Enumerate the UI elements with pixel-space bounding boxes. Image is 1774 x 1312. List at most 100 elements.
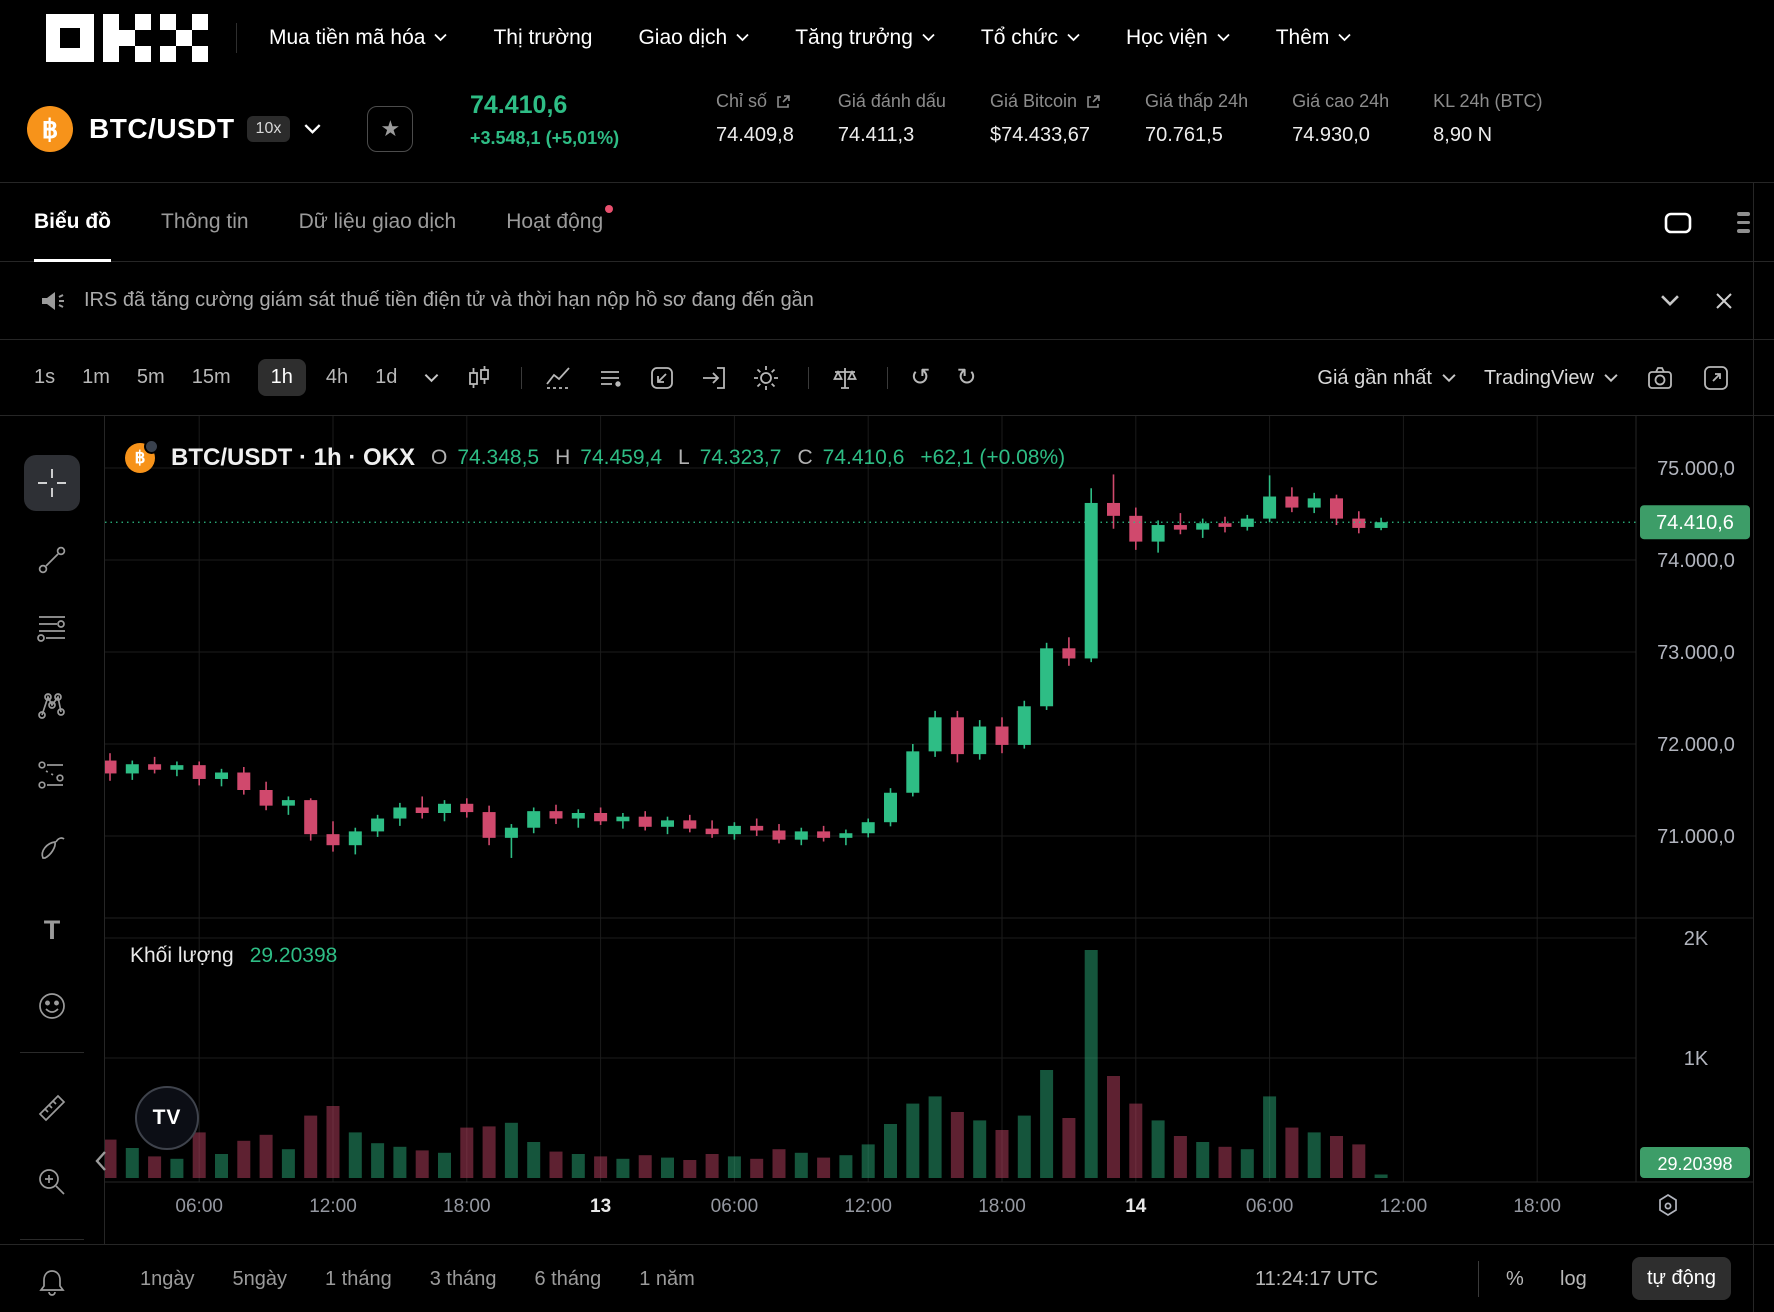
nav-item-grow[interactable]: Tăng trưởng <box>795 26 935 50</box>
ohlc-high-label: H <box>555 446 571 469</box>
candle-body <box>839 833 853 838</box>
auto-scale-button[interactable]: tự động <box>1632 1257 1731 1300</box>
pair-selector-chevron-icon[interactable] <box>304 123 322 135</box>
crosshair-tool[interactable] <box>24 455 80 511</box>
favorite-star-button[interactable]: ★ <box>367 106 414 152</box>
elliott-wave-tool[interactable] <box>24 747 80 803</box>
trend-line-tool[interactable] <box>24 532 80 588</box>
news-headline[interactable]: IRS đã tăng cường giám sát thuế tiền điệ… <box>84 289 814 311</box>
price-mode-dropdown[interactable]: Giá gần nhất <box>1317 367 1456 390</box>
compare-symbol-icon[interactable] <box>700 364 728 392</box>
panel-menu-icon[interactable] <box>1737 212 1750 233</box>
brush-tool[interactable] <box>24 820 80 876</box>
current-volume-badge-text: 29.20398 <box>1657 1154 1732 1174</box>
candle-body <box>1151 525 1165 542</box>
percent-scale-button[interactable]: % <box>1506 1267 1524 1290</box>
external-link-icon[interactable] <box>1085 94 1101 110</box>
tab-trading-data[interactable]: Dữ liệu giao dịch <box>299 183 457 262</box>
screenshot-camera-icon[interactable] <box>1646 364 1674 392</box>
range-5day[interactable]: 5ngày <box>232 1267 288 1290</box>
volume-bar <box>304 1115 318 1178</box>
candle-body <box>727 825 741 835</box>
perp-badge-icon <box>144 439 159 454</box>
tab-chart[interactable]: Biểu đồ <box>34 183 111 262</box>
timeframe-more-chevron-icon[interactable] <box>424 373 439 383</box>
compare-scale-icon[interactable] <box>831 364 859 392</box>
nav-item-buy-crypto[interactable]: Mua tiền mã hóa <box>269 26 448 50</box>
brush-icon <box>41 837 65 859</box>
timeframe-1d[interactable]: 1d <box>375 366 398 388</box>
okx-logo[interactable] <box>46 13 208 62</box>
news-expand-chevron-icon[interactable] <box>1660 294 1680 307</box>
trend-line-icon <box>38 546 66 574</box>
tab-info[interactable]: Thông tin <box>161 183 249 262</box>
last-price-badge <box>1640 505 1750 540</box>
volume-bar <box>1173 1136 1187 1178</box>
log-scale-button[interactable]: log <box>1560 1267 1587 1290</box>
timeframe-1s[interactable]: 1s <box>34 366 56 388</box>
scroll-left-chevron-icon[interactable] <box>92 1148 110 1174</box>
y-axis-price-label: 75.000,0 <box>1657 458 1735 480</box>
tab-activity[interactable]: Hoạt động <box>506 183 614 262</box>
x-axis-label: 12:00 <box>309 1196 357 1217</box>
tradingview-logo[interactable]: TV <box>135 1086 199 1150</box>
range-1day[interactable]: 1ngày <box>140 1267 195 1290</box>
measure-tool[interactable] <box>24 1080 80 1136</box>
price-chart-canvas[interactable]: 06:00 12:00 18:00 13 06:00 12:00 18:00 14 06:00 1… <box>105 416 1753 1244</box>
save-layout-icon[interactable] <box>648 364 676 392</box>
candle-body <box>884 792 897 823</box>
alert-tool[interactable] <box>24 1255 80 1311</box>
indicators-icon[interactable] <box>544 364 572 392</box>
chart-settings-gear-icon[interactable] <box>752 364 780 392</box>
range-1year[interactable]: 1 năm <box>639 1267 695 1290</box>
y-axis-price-label: 73.000,0 <box>1657 642 1735 664</box>
fib-retracement-icon <box>37 616 65 642</box>
chart-vendor-dropdown[interactable]: TradingView <box>1484 367 1618 390</box>
volume-bar <box>527 1142 541 1178</box>
news-close-icon[interactable] <box>1714 291 1734 311</box>
nav-item-trade[interactable]: Giao dịch <box>638 26 750 50</box>
xabcd-pattern-tool[interactable] <box>24 677 80 733</box>
range-6month[interactable]: 6 tháng <box>534 1267 602 1290</box>
range-3month[interactable]: 3 tháng <box>429 1267 497 1290</box>
volume-bar <box>1151 1120 1165 1178</box>
stat-btc-price: Giá Bitcoin $74.433,67 <box>990 91 1101 147</box>
current-volume-badge <box>1640 1147 1750 1178</box>
undo-icon[interactable]: ↺ <box>910 363 931 391</box>
external-link-icon[interactable] <box>775 94 791 110</box>
emoji-tool[interactable] <box>24 978 80 1034</box>
panel-splitter[interactable] <box>1753 183 1754 1312</box>
text-tool[interactable]: T <box>24 902 80 958</box>
volume-bar <box>772 1149 786 1178</box>
candle-body <box>1040 648 1054 707</box>
timeframe-15m[interactable]: 15m <box>191 366 231 388</box>
timeframe-4h[interactable]: 4h <box>325 366 349 388</box>
stat-label: KL 24h (BTC) <box>1433 91 1543 111</box>
nav-divider <box>236 22 237 53</box>
fib-retracement-tool[interactable] <box>24 599 80 655</box>
candle-style-icon[interactable] <box>465 364 493 392</box>
star-icon: ★ <box>380 116 401 141</box>
timeframe-1m[interactable]: 1m <box>82 366 110 388</box>
volume-bar <box>594 1156 608 1178</box>
stat-index: Chỉ số 74.409,8 <box>716 91 794 147</box>
window-layout-icon[interactable] <box>1663 210 1693 236</box>
nav-item-markets[interactable]: Thị trường <box>493 26 592 50</box>
nav-item-academy[interactable]: Học viện <box>1126 26 1230 50</box>
candle-body <box>973 726 987 755</box>
timeframe-5m[interactable]: 5m <box>136 366 165 388</box>
fullscreen-expand-icon[interactable] <box>1702 364 1730 392</box>
volume-bar <box>438 1152 451 1178</box>
nav-item-more[interactable]: Thêm <box>1276 26 1352 50</box>
volume-bar <box>1218 1146 1232 1178</box>
redo-icon[interactable]: ↻ <box>956 363 977 391</box>
time-axis-settings-icon[interactable] <box>1654 1192 1682 1220</box>
timeframe-1h-active[interactable]: 1h <box>257 359 306 396</box>
chevron-down-icon <box>1216 33 1230 41</box>
candle-body <box>460 803 474 813</box>
indicator-templates-icon[interactable] <box>596 364 624 392</box>
zoom-tool[interactable] <box>24 1154 80 1210</box>
nav-item-institutional[interactable]: Tổ chức <box>981 26 1080 50</box>
range-1month[interactable]: 1 tháng <box>325 1267 392 1290</box>
